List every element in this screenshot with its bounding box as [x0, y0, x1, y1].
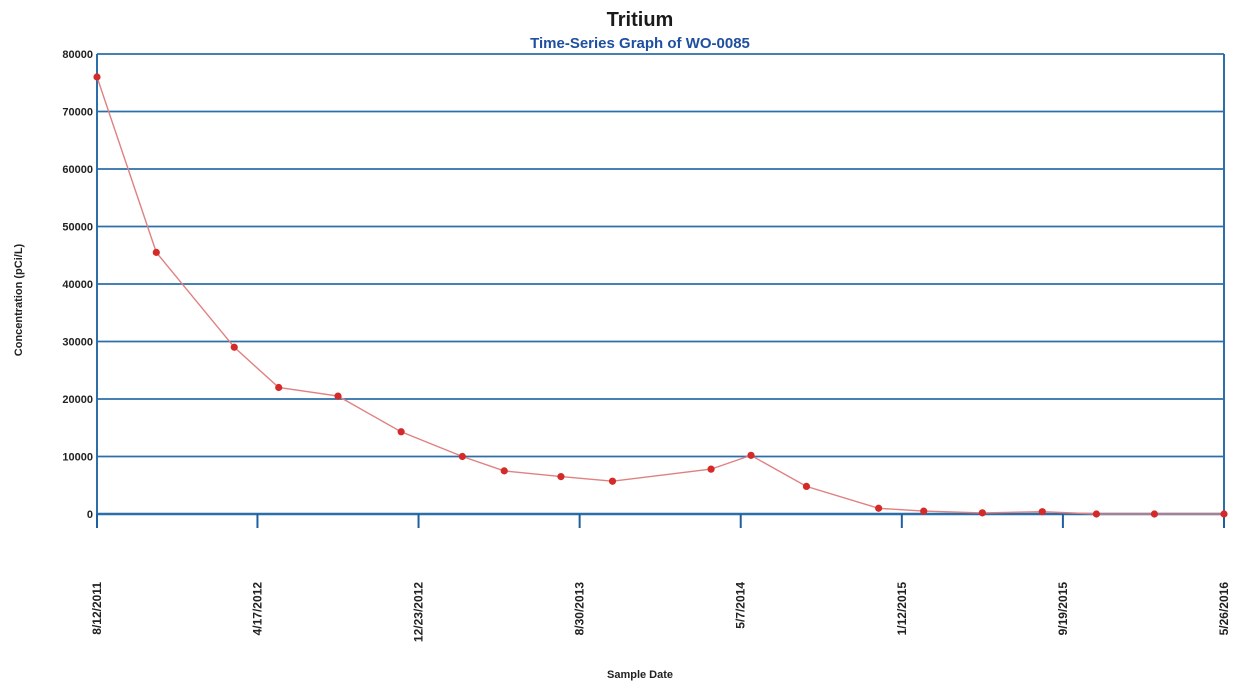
y-axis-label: Concentration (pCi/L) — [13, 243, 25, 356]
grid-lines — [96, 53, 1225, 516]
data-point — [93, 73, 101, 81]
data-point — [397, 428, 405, 436]
data-point — [707, 465, 715, 473]
series-line — [96, 76, 1224, 515]
data-point — [275, 383, 283, 392]
data-point — [500, 467, 508, 475]
y-tick-label: 0 — [87, 509, 93, 521]
data-point — [608, 477, 617, 485]
data-point — [875, 504, 883, 512]
data-point — [557, 473, 565, 481]
x-tick-label: 1/12/2015 — [895, 582, 909, 636]
data-point — [152, 248, 160, 256]
data-point — [458, 452, 466, 461]
y-tick-label: 20000 — [62, 394, 93, 406]
x-tick-label: 8/12/2011 — [90, 582, 104, 635]
data-point — [334, 392, 342, 400]
data-point — [1220, 510, 1228, 518]
x-tick-label: 5/7/2014 — [734, 582, 748, 629]
x-tick-label: 12/23/2012 — [412, 582, 426, 642]
chart-subtitle: Time-Series Graph of WO-0085 — [530, 35, 750, 52]
data-point — [978, 509, 986, 517]
y-tick-label: 70000 — [62, 107, 93, 119]
x-tick-label: 8/30/2013 — [573, 582, 587, 636]
data-point — [920, 507, 928, 515]
data-point — [802, 482, 811, 490]
x-tick-label: 9/19/2015 — [1056, 582, 1070, 636]
x-tick-label: 5/26/2016 — [1217, 582, 1231, 636]
data-point — [230, 343, 238, 351]
chart-title: Tritium — [607, 9, 674, 31]
data-points — [93, 73, 1228, 518]
y-tick-label: 60000 — [62, 164, 93, 176]
x-tick-label: 4/17/2012 — [250, 582, 264, 636]
y-tick-label: 30000 — [62, 337, 93, 349]
x-axis-label: Sample Date — [607, 669, 673, 681]
data-point — [1092, 510, 1101, 518]
y-tick-label: 40000 — [62, 279, 93, 291]
data-point — [747, 451, 755, 459]
y-tick-label: 10000 — [62, 452, 93, 464]
y-tick-label: 80000 — [62, 49, 93, 61]
x-tick-labels: 8/12/2011 4/17/2012 12/23/2012 8/30/2013 5/7… — [90, 582, 1231, 642]
data-point — [1038, 508, 1046, 516]
y-tick-label: 50000 — [62, 222, 93, 234]
x-tick-marks — [96, 514, 1225, 528]
y-tick-labels: 0 10000 20000 30000 40000 50000 60000 70000 8000… — [62, 49, 93, 521]
data-point — [1150, 510, 1159, 518]
